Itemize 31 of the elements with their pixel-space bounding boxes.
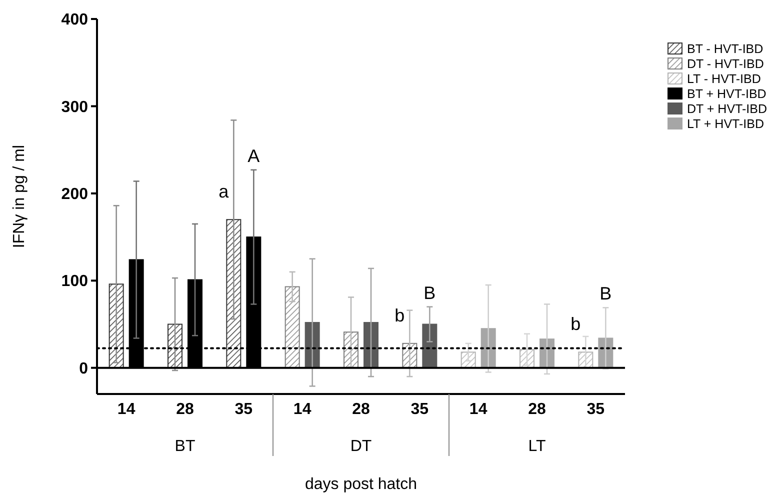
y-tick-label: 300 <box>61 98 88 116</box>
x-tick-label: 35 <box>234 401 253 418</box>
y-tick-label: 100 <box>61 273 88 290</box>
x-tick-label: 28 <box>528 401 546 418</box>
x-tick-label: 28 <box>176 401 194 418</box>
x-tick-label: 28 <box>352 401 370 418</box>
x-tick-label: 14 <box>293 401 312 418</box>
legend-label: DT - HVT-IBD <box>687 57 764 71</box>
annotation: b <box>394 305 405 326</box>
legend-label: BT - HVT-IBD <box>687 42 764 56</box>
x-tick-label: 14 <box>469 401 488 418</box>
legend-label: DT + HVT-IBD <box>687 102 767 116</box>
annotation: A <box>248 146 260 166</box>
legend-label: LT + HVT-IBD <box>687 117 764 131</box>
y-tick-label: 400 <box>61 12 88 29</box>
text: DT <box>350 438 372 455</box>
x-tick-label: 35 <box>586 401 605 418</box>
text: LT <box>528 438 546 455</box>
x-axis-title: days post hatch <box>304 476 418 493</box>
annotation: a <box>218 182 230 202</box>
annotation: B <box>600 284 612 304</box>
x-tick-label: 14 <box>117 401 136 418</box>
y-axis-title: IFNγ in pg / ml <box>11 144 28 248</box>
y-tick-label: 200 <box>61 186 88 204</box>
annotation: b <box>570 314 581 334</box>
text: BT <box>174 438 196 455</box>
y-tick-label: 0 <box>79 360 88 378</box>
legend-label: BT + HVT-IBD <box>687 87 766 101</box>
legend-label: LT - HVT-IBD <box>687 72 761 86</box>
annotation: B <box>424 282 436 303</box>
x-tick-label: 35 <box>410 401 429 418</box>
